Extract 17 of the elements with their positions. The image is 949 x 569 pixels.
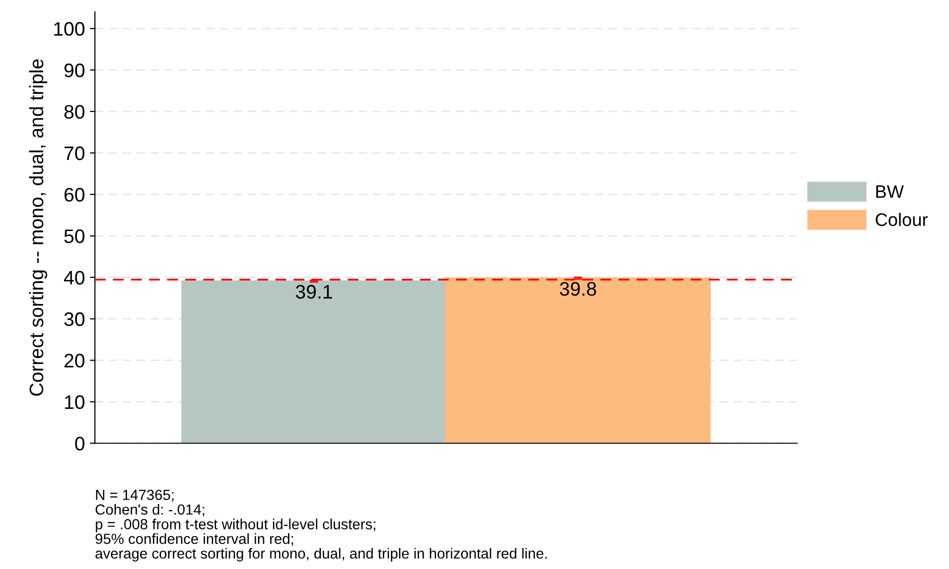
y-tick-label: 70	[64, 146, 84, 160]
y-tick-label: 20	[64, 354, 84, 368]
y-tick-label: 40	[64, 270, 84, 285]
y-tick-label: 30	[64, 312, 84, 326]
y-tick-label: 100	[54, 22, 84, 36]
y-axis-title: Correct sorting -- mono, dual, and triple	[29, 59, 48, 396]
text: N = 147365; Cohen's d: -.014; p = .008 from t-test without id-level clusters; 95% confidence interval in red; average correct sorting for mono, dual, and triple in horizontal red line.	[96, 490, 547, 562]
legend-label: Colour	[876, 212, 928, 226]
y-tick-label: 0	[75, 436, 84, 450]
y-tick-label: 50	[64, 229, 84, 244]
data-label: 39.8	[560, 282, 596, 296]
y-tick-label: 80	[64, 104, 84, 119]
data-label: 39.1	[296, 284, 332, 299]
legend-label: BW	[876, 185, 904, 198]
y-tick-label: 90	[64, 63, 84, 78]
y-tick-label: 10	[65, 395, 84, 410]
y-tick-label: 60	[64, 188, 84, 202]
